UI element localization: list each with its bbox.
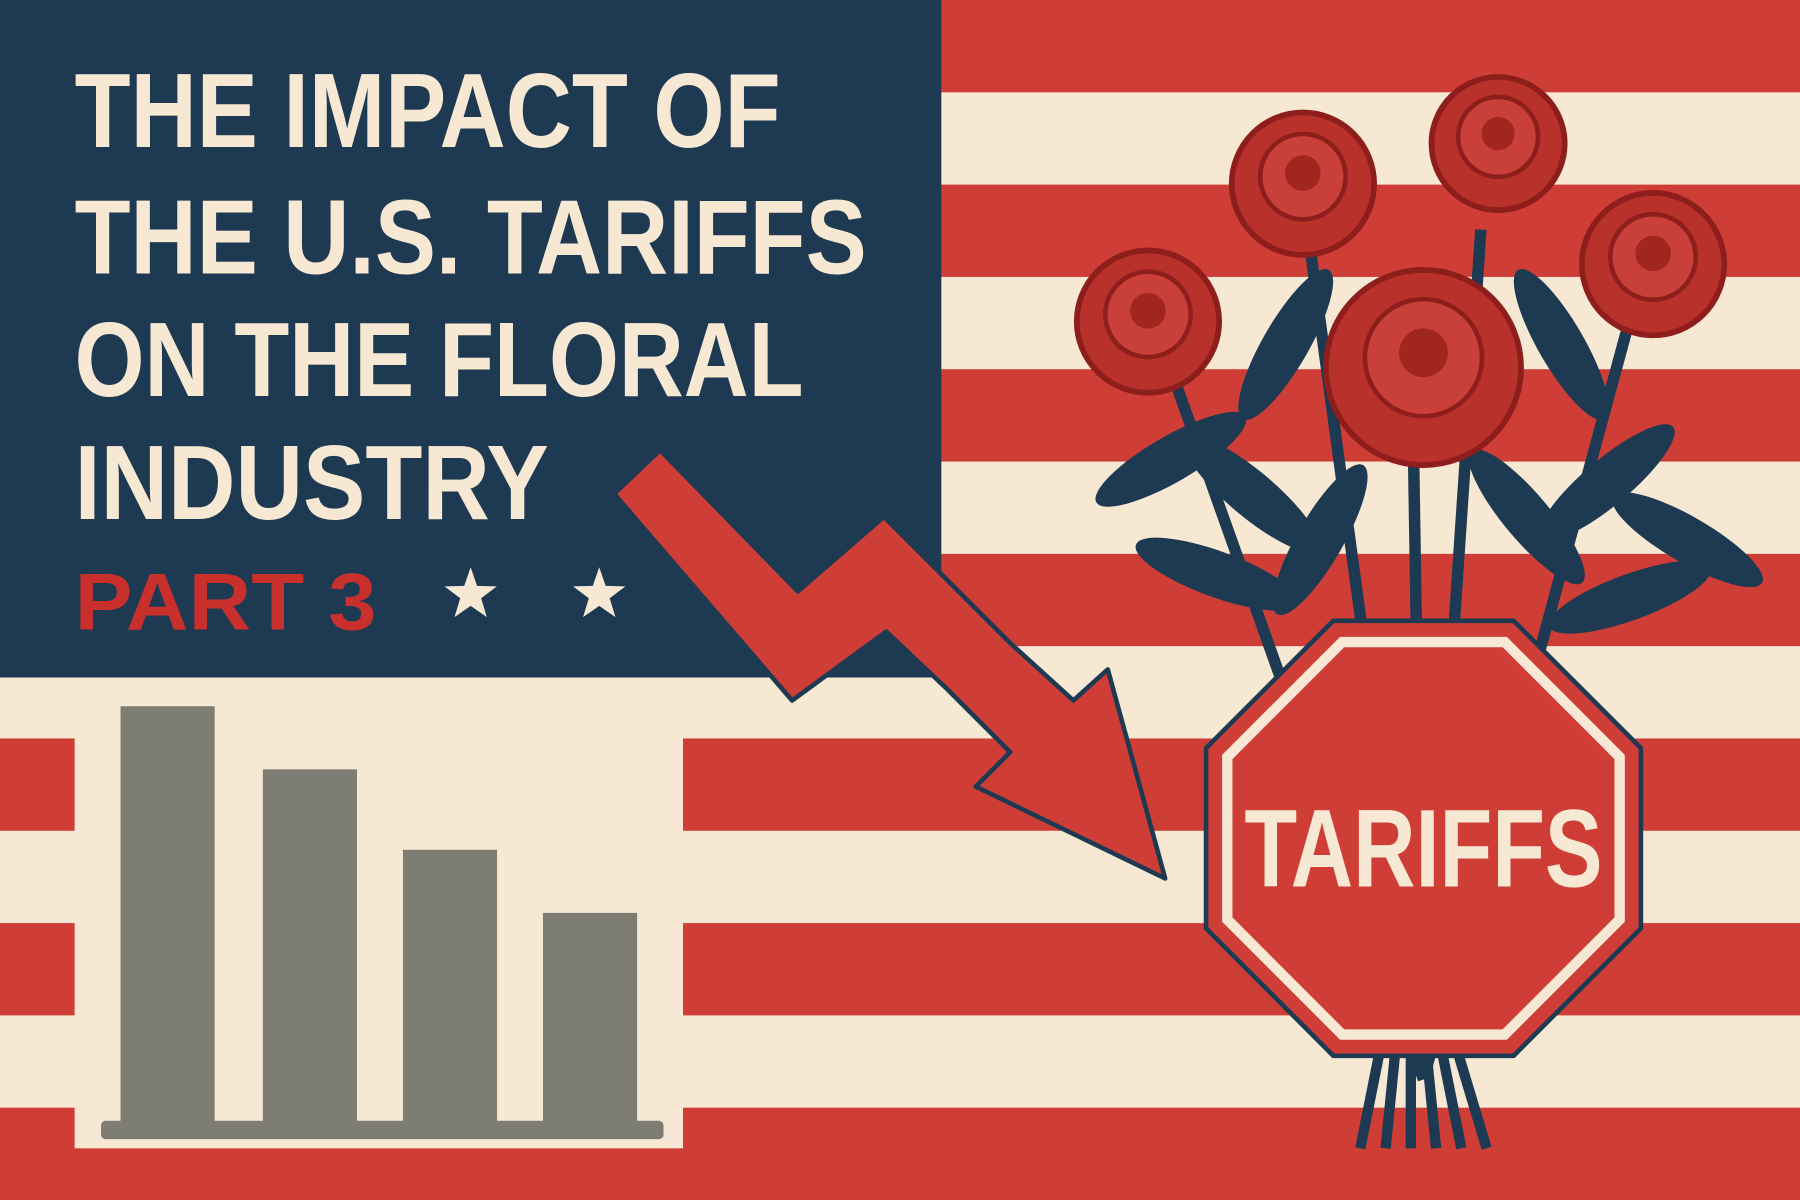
subtitle: PART 3 <box>75 557 377 647</box>
flower-center <box>1635 235 1671 272</box>
flower-center <box>1399 328 1448 378</box>
flower-center <box>1130 293 1166 329</box>
title-line: INDUSTRY <box>75 424 549 542</box>
chart-bar <box>402 849 498 1124</box>
star <box>573 567 626 618</box>
leaf <box>1612 492 1763 588</box>
leaf <box>1539 424 1675 541</box>
sign-text: TARIFFS <box>1244 787 1602 910</box>
title-line: ON THE FLORAL <box>75 301 804 419</box>
flag-canton <box>0 0 942 678</box>
down-arrow <box>611 447 1168 881</box>
title-line: THE U.S. TARIFFS <box>75 178 867 296</box>
leaf <box>1548 560 1712 634</box>
chart-bar <box>262 769 358 1124</box>
leaf <box>1095 411 1247 507</box>
flower-center <box>1481 116 1515 151</box>
chart-bar <box>120 706 215 1124</box>
chart-bar <box>542 912 638 1124</box>
leaf <box>1238 269 1334 420</box>
chart-baseline <box>101 1120 664 1140</box>
title-line: THE IMPACT OF <box>75 52 781 170</box>
leaf <box>1183 435 1319 552</box>
leaf <box>1513 269 1609 420</box>
leaf <box>1272 464 1368 616</box>
stop-sign-border <box>1222 636 1625 1040</box>
flower-center <box>1285 155 1321 191</box>
leaf <box>1135 537 1299 611</box>
star <box>444 567 497 618</box>
leaf <box>1468 449 1585 585</box>
decorations <box>74 74 1763 1150</box>
